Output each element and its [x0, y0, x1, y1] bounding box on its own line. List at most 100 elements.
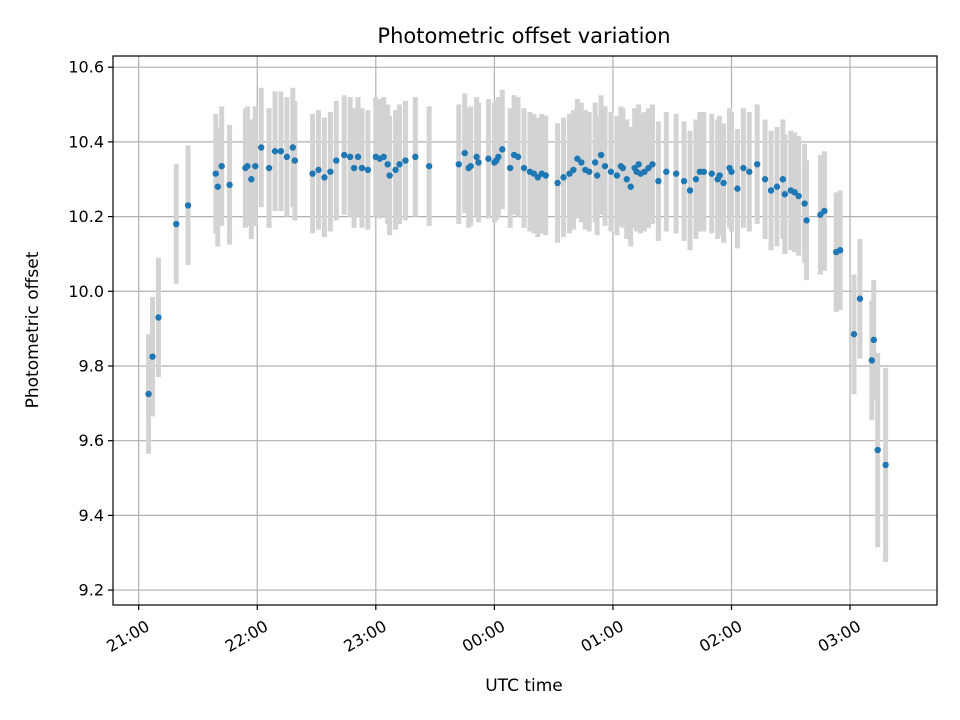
data-point — [874, 446, 881, 454]
y-tick-label: 9.8 — [79, 356, 104, 375]
data-point — [291, 157, 298, 164]
data-point — [346, 153, 354, 161]
data-point — [655, 177, 662, 185]
y-tick-label: 10.4 — [68, 132, 104, 151]
data-point — [321, 174, 328, 181]
data-point — [283, 153, 291, 161]
data-point — [663, 168, 670, 175]
data-point — [412, 153, 419, 161]
data-point — [882, 461, 889, 469]
data-point — [578, 159, 585, 166]
data-point — [761, 176, 769, 183]
data-point — [392, 166, 399, 174]
data-point — [803, 217, 810, 224]
data-point — [402, 157, 409, 164]
data-point — [277, 148, 285, 155]
data-point — [728, 168, 735, 175]
y-tick-label: 9.6 — [79, 431, 104, 450]
data-point — [520, 164, 528, 172]
data-point — [461, 149, 468, 157]
data-point — [485, 155, 492, 162]
data-point — [850, 331, 858, 338]
data-point — [214, 183, 221, 190]
data-point — [613, 172, 621, 179]
data-point — [364, 166, 372, 174]
data-point — [586, 168, 593, 175]
y-axis-ticks: 9.2 9.4 9.6 9.8 10.0 10.2 10.4 10.6 — [68, 58, 113, 600]
y-axis-label: Photometric offset — [23, 251, 43, 408]
data-point — [218, 162, 225, 170]
data-point — [746, 168, 753, 175]
chart-title: Photometric offset variation — [377, 24, 670, 48]
data-point — [350, 164, 358, 172]
data-point — [868, 357, 875, 364]
data-point — [386, 172, 393, 179]
data-point — [244, 162, 251, 170]
data-point — [358, 164, 366, 172]
data-point — [289, 144, 297, 151]
data-point — [506, 164, 514, 172]
data-point — [720, 179, 727, 187]
data-point — [601, 162, 609, 170]
data-point — [672, 170, 680, 177]
data-point — [145, 390, 152, 398]
data-point — [570, 166, 577, 174]
data-point — [309, 170, 316, 177]
data-point — [252, 162, 259, 170]
data-point — [514, 153, 522, 161]
data-point — [795, 192, 802, 200]
data-point — [619, 164, 627, 172]
data-point — [649, 161, 656, 168]
y-tick-label: 10.2 — [68, 207, 104, 226]
data-point — [226, 181, 233, 189]
data-point — [773, 183, 781, 190]
data-point — [623, 176, 630, 183]
x-axis-label: UTC time — [485, 676, 563, 696]
data-point — [340, 151, 348, 159]
data-point — [740, 164, 747, 172]
data-point — [327, 168, 334, 175]
data-point — [212, 170, 219, 177]
y-tick-label: 10.0 — [68, 282, 104, 301]
data-point — [380, 153, 387, 161]
y-tick-label: 9.4 — [79, 506, 104, 525]
data-point — [354, 153, 362, 161]
data-point — [425, 162, 433, 170]
data-point — [475, 159, 482, 166]
data-point — [155, 314, 162, 321]
data-point — [384, 161, 391, 168]
data-point — [801, 200, 808, 207]
data-point — [184, 202, 192, 209]
data-point — [597, 151, 605, 159]
data-point — [149, 353, 156, 360]
data-point — [495, 153, 502, 161]
data-point — [836, 247, 844, 254]
data-point — [708, 170, 715, 177]
data-point — [473, 153, 480, 161]
data-point — [455, 161, 463, 168]
data-point — [607, 168, 615, 175]
data-point — [635, 161, 642, 168]
data-point — [692, 176, 700, 183]
data-point — [315, 166, 322, 174]
data-points — [145, 144, 889, 469]
data-point — [248, 176, 255, 183]
data-point — [560, 174, 567, 181]
data-point — [700, 168, 708, 175]
data-point — [680, 177, 688, 185]
data-point — [271, 148, 279, 155]
data-point — [554, 179, 561, 187]
data-point — [716, 172, 723, 179]
data-point — [856, 295, 864, 302]
data-point — [686, 187, 694, 194]
data-point — [821, 207, 828, 215]
data-point — [396, 161, 403, 168]
data-point — [593, 172, 601, 179]
data-point — [870, 336, 877, 344]
data-point — [499, 146, 506, 153]
data-point — [734, 185, 741, 192]
y-tick-label: 10.6 — [68, 58, 104, 77]
data-point — [591, 159, 599, 166]
data-point — [542, 172, 549, 179]
